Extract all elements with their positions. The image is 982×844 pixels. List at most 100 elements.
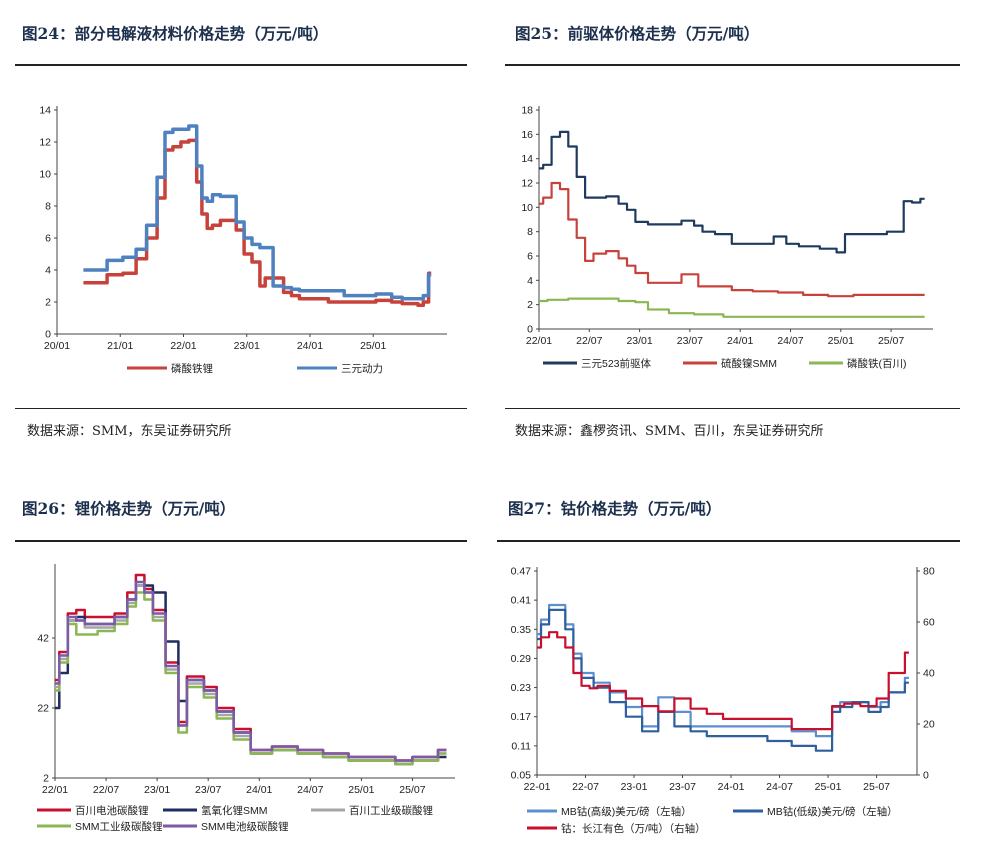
y-tick-label: 0.05 — [511, 770, 532, 782]
series-line — [537, 631, 909, 731]
y-tick-label: 16 — [521, 129, 533, 141]
y2-tick-label: 20 — [923, 719, 935, 731]
y-tick-label: 12 — [39, 137, 51, 149]
chart-title: 图24：部分电解液材料价格走势（万元/吨） — [22, 24, 329, 43]
y-tick-label: 0 — [527, 324, 533, 336]
y2-tick-label: 80 — [923, 566, 935, 578]
legend-label: MB钴(高级)美元/磅（左轴） — [561, 805, 692, 818]
y-tick-label: 4 — [45, 265, 51, 277]
x-tick-label: 22/01 — [526, 335, 552, 347]
y-tick-label: 22 — [37, 703, 49, 715]
legend-label: MB钴(低级)美元/磅（左轴） — [767, 805, 898, 818]
y-tick-label: 0.23 — [511, 682, 532, 694]
series-line — [83, 124, 432, 301]
y-tick-label: 8 — [527, 226, 533, 238]
chart-title: 图27：钴价格走势（万元/吨） — [508, 499, 722, 518]
x-tick-label: 25/07 — [878, 335, 904, 347]
y-tick-label: 2 — [43, 773, 49, 785]
data-source: 数据来源：鑫椤资讯、SMM、百川，东吴证券研究所 — [515, 424, 824, 439]
y-tick-label: 12 — [521, 178, 533, 190]
y-tick-label: 42 — [37, 633, 49, 645]
title-divider — [505, 64, 960, 66]
data-source: 数据来源：SMM，东吴证券研究所 — [27, 424, 232, 439]
x-tick-label: 25/01 — [360, 340, 386, 352]
y-tick-label: 0.17 — [511, 711, 532, 723]
legend-label: 氢氧化锂SMM — [201, 804, 268, 817]
y-tick-label: 0.41 — [511, 595, 532, 607]
legend-label: 三元523前驱体 — [581, 357, 652, 370]
x-tick-label: 24/01 — [297, 340, 323, 352]
x-tick-label: 25/01 — [828, 335, 854, 347]
legend-label: 钴：长江有色（万/吨）（右轴） — [561, 822, 706, 835]
y-tick-label: 8 — [45, 201, 51, 213]
y-tick-label: 0.29 — [511, 653, 532, 665]
y-tick-label: 0.35 — [511, 624, 532, 636]
y-tick-label: 14 — [521, 153, 533, 165]
x-tick-label: 25/01 — [348, 784, 374, 796]
x-tick-label: 25-07 — [863, 781, 890, 793]
series-line — [55, 591, 447, 766]
price-chart-cobalt: 0.05 0.11 0.17 0.23 0.29 0.35 0.41 0.47 0 20 40 60 8… — [511, 566, 935, 836]
y-tick-label: 2 — [45, 297, 51, 309]
chart-title: 图26：锂价格走势（万元/吨） — [22, 499, 236, 518]
x-tick-label: 23/01 — [626, 335, 652, 347]
y-tick-label: 18 — [521, 105, 533, 117]
x-tick-label: 22/07 — [93, 784, 119, 796]
x-tick-label: 23/07 — [677, 335, 703, 347]
y-tick-label: 6 — [527, 251, 533, 263]
x-tick-label: 22-07 — [572, 781, 599, 793]
x-tick-label: 24/01 — [727, 335, 753, 347]
y-tick-label: 0 — [45, 329, 51, 341]
series-line — [539, 130, 925, 254]
x-tick-label: 22/01 — [170, 340, 196, 352]
series-line — [83, 138, 432, 307]
legend-label: 磷酸铁锂 — [171, 362, 213, 375]
y-tick-label: 4 — [527, 275, 533, 287]
y-tick-label: 0.11 — [511, 740, 531, 752]
x-tick-label: 23-01 — [621, 781, 648, 793]
series-line — [539, 181, 925, 298]
y-tick-label: 2 — [527, 299, 533, 311]
x-tick-label: 21/01 — [107, 340, 133, 352]
legend-label: 百川电池碳酸锂 — [75, 804, 149, 817]
x-tick-label: 22-01 — [524, 781, 551, 793]
title-divider — [497, 540, 960, 542]
y-tick-label: 10 — [39, 169, 51, 181]
legend-label: 磷酸铁(百川) — [847, 357, 907, 370]
x-tick-label: 24-07 — [766, 781, 793, 793]
x-tick-label: 24/07 — [777, 335, 803, 347]
x-tick-label: 23/07 — [195, 784, 221, 796]
x-tick-label: 24/01 — [246, 784, 272, 796]
x-tick-label: 23/01 — [144, 784, 170, 796]
title-divider — [15, 540, 467, 542]
series-line — [55, 580, 447, 762]
x-tick-label: 24-01 — [718, 781, 745, 793]
x-tick-label: 24/07 — [297, 784, 323, 796]
series-line — [539, 297, 925, 318]
legend-label: 百川工业级碳酸锂 — [349, 804, 433, 817]
x-tick-label: 22/07 — [576, 335, 602, 347]
title-divider — [15, 64, 467, 66]
x-tick-label: 23-07 — [669, 781, 696, 793]
x-tick-label: 25/07 — [399, 784, 425, 796]
y2-tick-label: 60 — [923, 617, 935, 629]
y-tick-label: 0.47 — [511, 566, 532, 578]
y2-tick-label: 0 — [923, 770, 929, 782]
series-line — [537, 608, 909, 752]
price-chart-electrolyte: 0 2 4 6 8 10 12 14 20/01 21/01 22/01 23/01 24/01 25/0… — [39, 105, 447, 375]
source-divider — [505, 408, 960, 409]
x-tick-label: 20/01 — [44, 340, 70, 352]
x-tick-label: 22/01 — [42, 784, 68, 796]
price-chart-precursor: 0 2 4 6 8 10 12 14 16 18 22/01 22/07 23/01 23/07 24/01… — [521, 105, 933, 370]
legend-label: 三元动力 — [341, 362, 383, 375]
source-divider — [15, 408, 467, 409]
legend-label: 硫酸镍SMM — [721, 357, 777, 370]
x-tick-label: 23/01 — [234, 340, 260, 352]
legend-label: SMM工业级碳酸锂 — [75, 820, 163, 833]
y-tick-label: 10 — [521, 202, 533, 214]
y-tick-label: 14 — [39, 105, 51, 117]
y2-tick-label: 40 — [923, 668, 935, 680]
y-tick-label: 6 — [45, 233, 51, 245]
x-tick-label: 25-01 — [815, 781, 842, 793]
